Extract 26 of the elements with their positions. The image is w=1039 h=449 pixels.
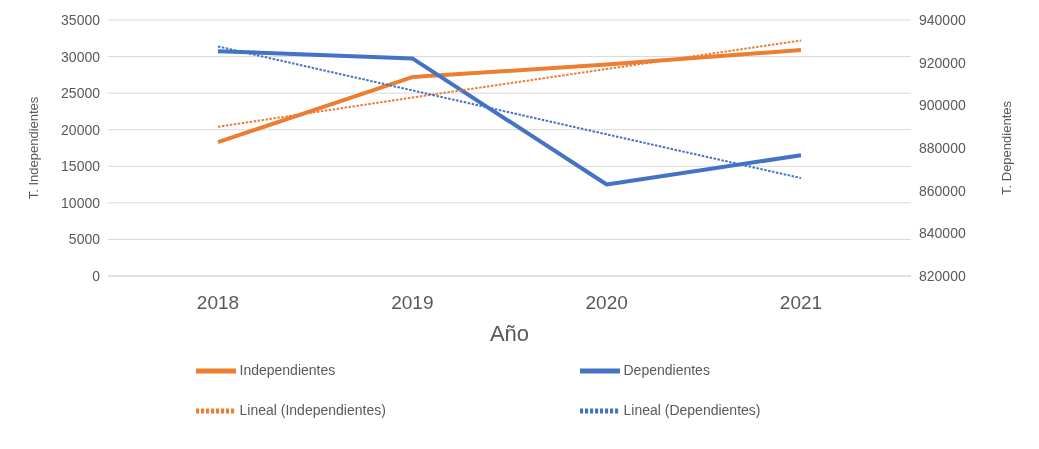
legend-label: Independientes	[239, 361, 337, 378]
y2-tick-label: 900000	[919, 97, 966, 114]
y-tick-label: 35000	[61, 11, 101, 28]
x-tick-label: 2018	[196, 292, 240, 314]
y-tick-label: 15000	[61, 158, 101, 175]
y2-tick-label: 940000	[919, 11, 966, 28]
y2-tick-label: 820000	[919, 267, 966, 284]
y-tick-label: 0	[92, 267, 101, 284]
y-tick-label: 5000	[68, 231, 101, 248]
legend-label: Dependientes	[623, 361, 711, 378]
y2-tick-label: 920000	[919, 54, 966, 71]
y-axis-title: T. Independientes	[25, 96, 41, 200]
x-axis-title: Año	[489, 321, 530, 346]
y-tick-label: 10000	[61, 194, 101, 211]
x-tick-label: 2020	[585, 292, 628, 314]
legend-label: Lineal (Dependientes)	[623, 401, 762, 418]
y2-axis-title: T. Dependientes	[998, 100, 1014, 195]
y-tick-label: 30000	[61, 48, 101, 65]
y-tick-label: 25000	[61, 85, 101, 102]
y-tick-label: 20000	[61, 121, 101, 138]
x-tick-label: 2021	[779, 292, 823, 314]
y2-tick-label: 840000	[919, 225, 966, 242]
y2-tick-label: 880000	[919, 139, 966, 156]
x-tick-label: 2019	[391, 292, 434, 314]
y2-tick-label: 860000	[919, 182, 966, 199]
legend-label: Lineal (Independientes)	[239, 401, 387, 418]
